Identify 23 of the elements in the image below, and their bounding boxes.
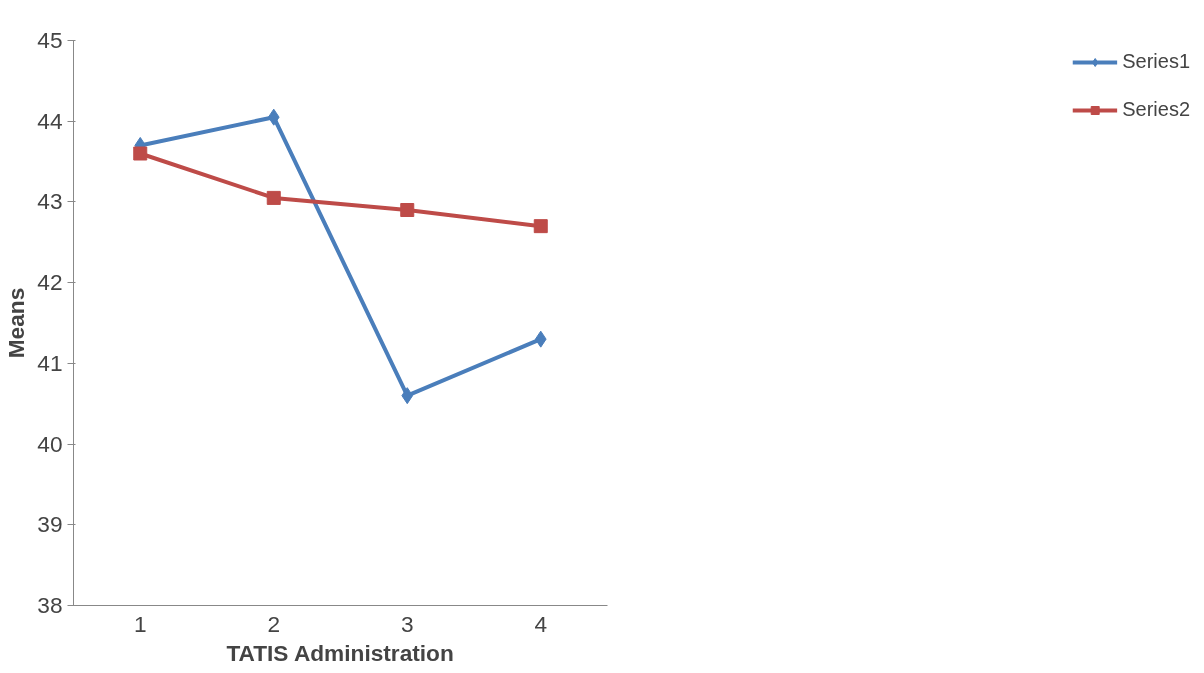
y-axis-title: Means (3, 287, 30, 359)
x-tick-label: 2 (267, 610, 281, 637)
y-tick-label: 43 (37, 188, 63, 215)
y-tick-label: 39 (37, 511, 63, 538)
point (266, 190, 281, 205)
x-tick-label: 3 (400, 610, 414, 637)
point (401, 387, 414, 405)
point (534, 330, 547, 348)
y-tick-label: 45 (37, 27, 63, 53)
x-axis-title: TATIS Administration (226, 639, 454, 666)
point (400, 203, 415, 217)
y-tick-label: 42 (37, 269, 63, 296)
legend-label: Series2 (1122, 98, 1190, 121)
x-tick-label: 1 (133, 610, 147, 637)
y-tick-label: 40 (37, 430, 63, 457)
y-tick-label: 41 (37, 349, 63, 376)
point (133, 146, 148, 161)
legend-label: Series1 (1122, 50, 1190, 73)
y-tick-label: 38 (37, 592, 63, 618)
y-tick-label: 44 (37, 107, 63, 134)
x-tick-label: 4 (534, 610, 548, 637)
point (267, 108, 280, 126)
point (533, 219, 548, 234)
